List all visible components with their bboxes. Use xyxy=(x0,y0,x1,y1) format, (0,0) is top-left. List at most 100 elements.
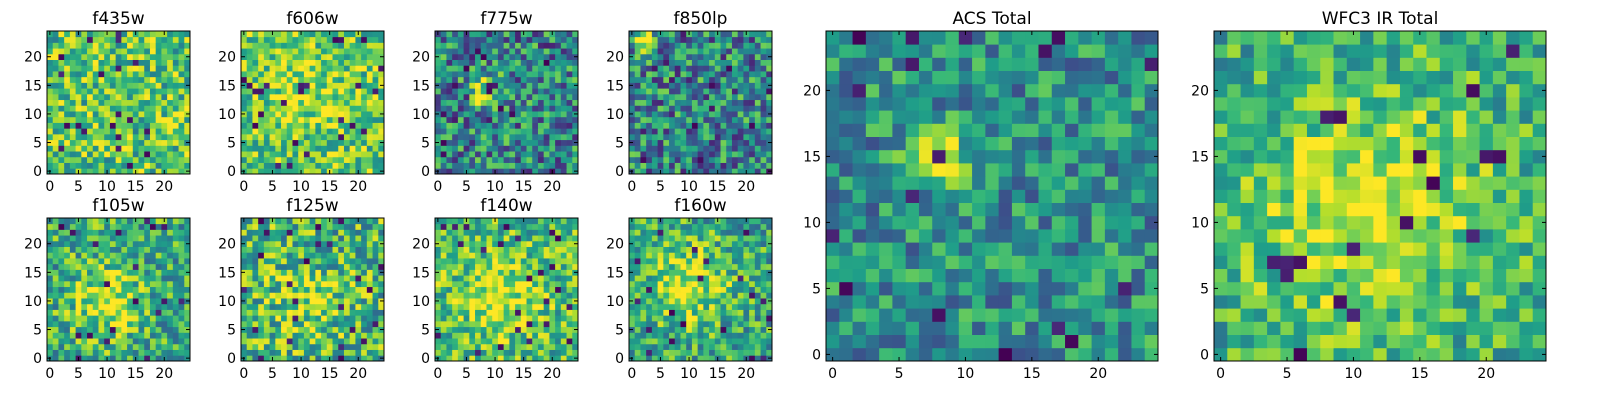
heatmap-cell xyxy=(127,264,133,270)
heatmap-cell xyxy=(327,252,333,258)
heatmap-cell xyxy=(275,310,281,316)
heatmap-cell xyxy=(726,145,732,151)
heatmap-cell xyxy=(549,151,555,157)
heatmap-cell xyxy=(127,123,133,129)
heatmap-cell xyxy=(515,258,521,264)
heatmap-cell xyxy=(446,287,452,293)
heatmap-cell xyxy=(680,310,686,316)
heatmap-cell xyxy=(703,105,709,111)
heatmap-cell xyxy=(646,350,652,356)
heatmap-cell xyxy=(561,128,567,134)
heatmap-cell xyxy=(766,42,772,48)
heatmap-cell xyxy=(367,123,373,129)
heatmap-cell xyxy=(93,140,99,146)
heatmap-cell xyxy=(315,163,321,169)
heatmap-cell xyxy=(755,42,761,48)
heatmap-cell xyxy=(173,264,179,270)
heatmap-cell xyxy=(321,128,327,134)
heatmap-cell xyxy=(373,338,379,344)
heatmap-cell xyxy=(721,54,727,60)
heatmap-cell xyxy=(173,350,179,356)
heatmap-cell xyxy=(378,77,384,83)
heatmap-cell xyxy=(441,105,447,111)
heatmap-cell xyxy=(156,344,162,350)
heatmap-cell xyxy=(635,82,641,88)
heatmap-cell xyxy=(486,344,492,350)
heatmap-cell xyxy=(298,71,304,77)
heatmap-cell xyxy=(327,88,333,94)
heatmap-cell xyxy=(686,100,692,106)
heatmap-cell xyxy=(504,82,510,88)
heatmap-cell xyxy=(549,275,555,281)
heatmap-cell xyxy=(64,31,70,37)
heatmap-cell xyxy=(321,37,327,43)
heatmap-cell xyxy=(373,304,379,310)
heatmap-cell xyxy=(315,111,321,117)
heatmap-cell xyxy=(698,140,704,146)
heatmap-cell xyxy=(567,258,573,264)
heatmap-cell xyxy=(646,321,652,327)
heatmap-cell xyxy=(76,88,82,94)
heatmap-cell xyxy=(121,163,127,169)
heatmap-cell xyxy=(321,88,327,94)
heatmap-cell xyxy=(663,71,669,77)
heatmap-cell xyxy=(367,321,373,327)
heatmap-cell xyxy=(549,88,555,94)
heatmap-cell xyxy=(241,151,247,157)
heatmap-cell xyxy=(275,163,281,169)
heatmap-cell xyxy=(367,229,373,235)
heatmap-cell xyxy=(452,355,458,361)
heatmap-cell xyxy=(492,82,498,88)
heatmap-cell xyxy=(258,344,264,350)
heatmap-cell xyxy=(715,338,721,344)
heatmap-cell xyxy=(344,88,350,94)
heatmap-cell xyxy=(646,134,652,140)
heatmap-cell xyxy=(458,71,464,77)
heatmap-cell xyxy=(532,60,538,66)
heatmap-cell xyxy=(121,168,127,174)
heatmap-cell xyxy=(144,65,150,71)
heatmap-cell xyxy=(93,77,99,83)
heatmap-cell xyxy=(509,168,515,174)
heatmap-cell xyxy=(310,332,316,338)
heatmap-cell xyxy=(703,151,709,157)
heatmap-cell xyxy=(675,54,681,60)
heatmap-cell xyxy=(481,100,487,106)
x-tick-label: 15 xyxy=(321,366,339,382)
heatmap-cell xyxy=(732,304,738,310)
heatmap-cell xyxy=(333,269,339,275)
heatmap-cell xyxy=(252,123,258,129)
heatmap-cell xyxy=(446,355,452,361)
heatmap-cell xyxy=(721,338,727,344)
heatmap-cell xyxy=(98,355,104,361)
heatmap-cell xyxy=(766,304,772,310)
heatmap-cell xyxy=(532,269,538,275)
heatmap-cell xyxy=(527,140,533,146)
heatmap-cell xyxy=(281,42,287,48)
heatmap-cell xyxy=(87,264,93,270)
heatmap-cell xyxy=(521,60,527,66)
heatmap-cell xyxy=(333,100,339,106)
heatmap-cell xyxy=(287,264,293,270)
heatmap-cell xyxy=(264,168,270,174)
heatmap-cell xyxy=(247,350,253,356)
heatmap-cell xyxy=(70,145,76,151)
heatmap-cell xyxy=(492,48,498,54)
heatmap-cell xyxy=(567,65,573,71)
heatmap-cell xyxy=(373,60,379,66)
heatmap-cell xyxy=(378,304,384,310)
heatmap-cell xyxy=(110,48,116,54)
heatmap-cell xyxy=(532,298,538,304)
heatmap-cell xyxy=(173,140,179,146)
heatmap-cell xyxy=(338,37,344,43)
heatmap-cell xyxy=(492,54,498,60)
heatmap-cell xyxy=(247,292,253,298)
heatmap-cell xyxy=(121,269,127,275)
heatmap-cell xyxy=(47,157,53,163)
heatmap-cell xyxy=(241,94,247,100)
heatmap-cell xyxy=(247,163,253,169)
heatmap-cell xyxy=(150,145,156,151)
heatmap-cell xyxy=(247,157,253,163)
heatmap-cell xyxy=(373,344,379,350)
heatmap-cell xyxy=(475,350,481,356)
